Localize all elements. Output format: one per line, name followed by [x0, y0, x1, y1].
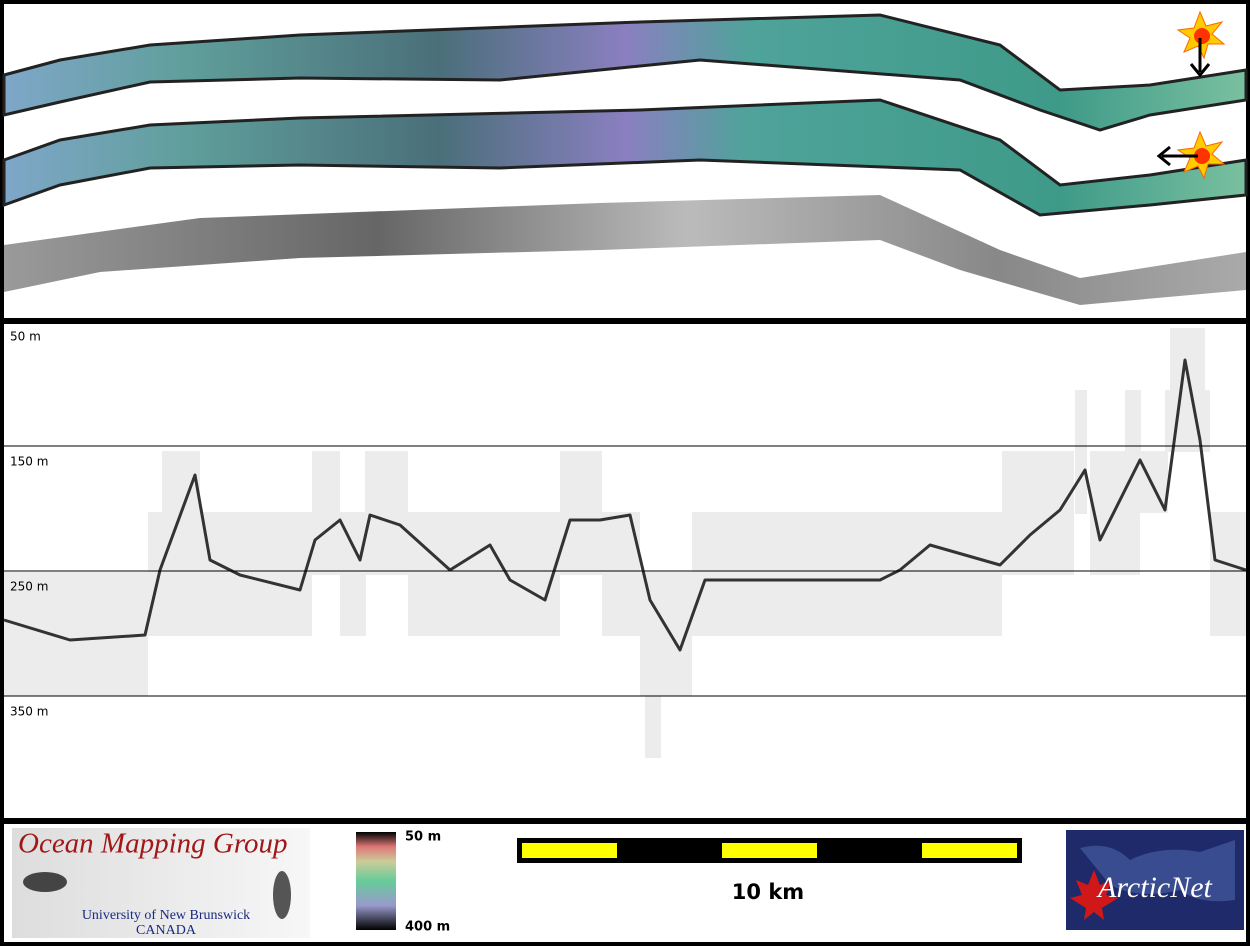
scale-label: 10 km — [732, 880, 804, 904]
colorbar-label: 400 m — [405, 920, 450, 935]
depth-label: 150 m — [10, 455, 48, 469]
logo-image — [273, 871, 291, 919]
profile-blocks — [4, 328, 1246, 758]
logo-title: Ocean Mapping Group — [18, 828, 288, 860]
sun-icon — [1176, 10, 1226, 78]
depth-lines — [4, 445, 1246, 697]
maple-leaf — [1070, 870, 1118, 920]
seafloor-reflector — [3, 358, 1247, 652]
depth-label: 50 m — [10, 330, 41, 344]
depth-label: 350 m — [10, 705, 48, 719]
backscatter-swath — [4, 195, 1246, 305]
logo-university: University of New Brunswick — [82, 908, 250, 923]
bathymetry-swath — [2, 13, 1248, 132]
colorbar — [356, 832, 396, 930]
logo-map — [1080, 840, 1235, 902]
arcticnet-text: ArcticNet — [1096, 871, 1213, 904]
bathymetry-swath — [2, 98, 1248, 217]
depth-label: 250 m — [10, 580, 48, 594]
logo-image — [23, 872, 67, 892]
colorbar-label: 50 m — [405, 830, 441, 845]
logo-country: CANADA — [136, 923, 197, 938]
sun-icon — [1156, 130, 1226, 180]
scale-bar — [517, 838, 1022, 863]
